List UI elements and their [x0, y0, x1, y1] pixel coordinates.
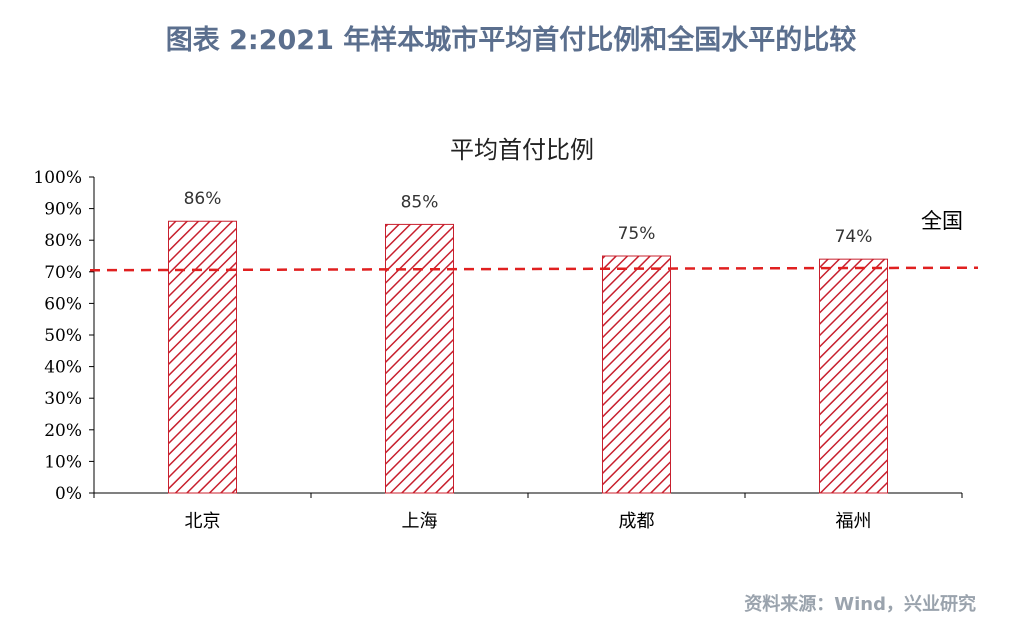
data-label: 85% — [401, 192, 439, 212]
data-label: 75% — [618, 224, 656, 244]
bar-福州 — [819, 258, 888, 494]
y-tick-label: 40% — [44, 358, 82, 378]
y-tick-label: 10% — [44, 452, 82, 472]
source-note: 资料来源：Wind，兴业研究 — [744, 594, 976, 615]
reference-line-label: 全国 — [921, 209, 963, 233]
x-tick-label: 上海 — [402, 511, 438, 532]
national-reference-line — [89, 266, 979, 272]
y-tick-label: 20% — [44, 421, 82, 441]
y-tick-label: 60% — [44, 294, 82, 314]
chart-title: 平均首付比例 — [450, 136, 594, 164]
y-tick-label: 70% — [44, 263, 82, 283]
bar-北京 — [168, 220, 237, 494]
y-tick-label: 30% — [44, 389, 82, 409]
figure-title: 图表 2:2021 年样本城市平均首付比例和全国水平的比较 — [165, 25, 857, 56]
y-tick-label: 50% — [44, 326, 82, 346]
y-tick-label: 80% — [44, 231, 82, 251]
y-tick-label: 0% — [55, 484, 82, 504]
bar-成都 — [602, 255, 671, 494]
y-tick-label: 100% — [33, 168, 82, 188]
y-tick-label: 90% — [44, 200, 82, 220]
data-label: 74% — [835, 227, 873, 247]
x-tick-label: 成都 — [619, 511, 655, 532]
data-label: 86% — [184, 189, 222, 209]
x-tick-label: 福州 — [836, 511, 872, 532]
bar-上海 — [385, 223, 454, 494]
x-tick-label: 北京 — [185, 511, 221, 532]
